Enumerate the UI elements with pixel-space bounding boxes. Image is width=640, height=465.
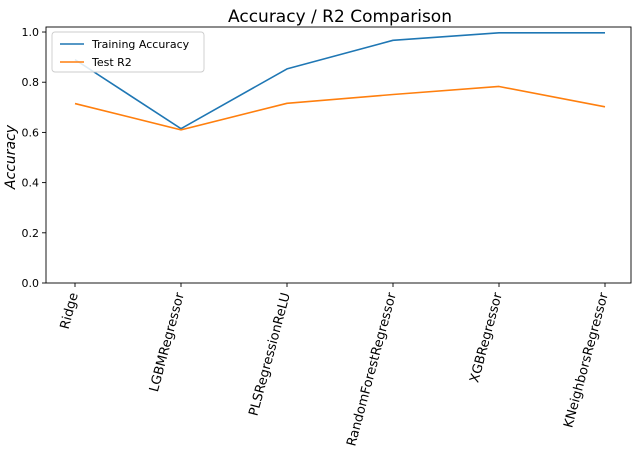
y-tick-label: 0.8	[22, 76, 40, 89]
plot-frame	[45, 26, 632, 284]
y-tick-label: 1.0	[22, 26, 40, 39]
x-tick-label: LGBMRegressor	[147, 291, 188, 394]
y-tick-label: 0.0	[22, 277, 40, 290]
plot-area: 0.0 0.2 0.4 0.6 0.8 1.0 Ridge LGBMRegressor PLSR…	[22, 26, 632, 448]
x-tick-label: XGBRegressor	[467, 291, 506, 385]
series-line-test-r2	[74, 85, 606, 131]
y-axis-label: Accuracy	[3, 124, 19, 190]
y-tick-label: 0.2	[22, 227, 40, 240]
series-line-training-accuracy	[74, 31, 605, 130]
y-tick-label: 0.4	[22, 177, 40, 190]
legend-label-training-accuracy: Training Accuracy	[91, 38, 190, 51]
legend-box	[51, 31, 205, 73]
x-tick-label: KNeighborsRegressor	[561, 291, 612, 430]
legend-label-test-r2: Test R2	[91, 56, 132, 69]
x-tick-label: PLSRegressionReLU	[247, 291, 294, 418]
x-tick-label: RandomForestRegressor	[344, 291, 400, 448]
x-tick-label: Ridge	[58, 291, 82, 331]
chart-title: Accuracy / R2 Comparison	[228, 7, 452, 27]
y-tick-label: 0.6	[22, 126, 40, 139]
